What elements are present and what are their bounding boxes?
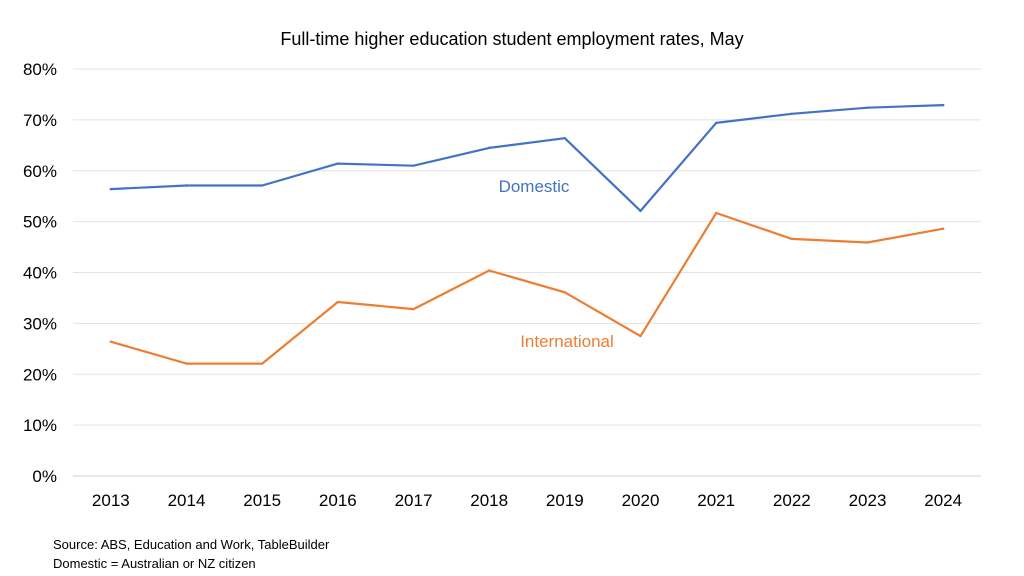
data-point-international: [412, 307, 415, 311]
chart-title: Full-time higher education student emplo…: [280, 29, 743, 49]
series-line-international: [109, 211, 945, 365]
series-line-domestic: [109, 103, 945, 212]
x-tick-label: 2021: [697, 491, 735, 510]
x-tick-label: 2013: [92, 491, 130, 510]
series-label-international: International: [520, 332, 614, 351]
data-point-domestic: [336, 162, 340, 165]
data-point-international: [563, 291, 567, 294]
x-tick-label: 2014: [168, 491, 206, 510]
y-tick-label: 50%: [23, 213, 57, 232]
data-point-domestic: [412, 164, 415, 167]
y-tick-label: 40%: [23, 264, 57, 283]
data-point-domestic: [714, 121, 718, 125]
data-point-international: [941, 227, 945, 230]
y-tick-label: 30%: [23, 314, 57, 333]
data-point-international: [487, 269, 491, 272]
series-label-domestic: Domestic: [499, 177, 570, 196]
x-tick-label: 2019: [546, 491, 584, 510]
data-point-domestic: [487, 146, 491, 150]
data-point-domestic: [941, 103, 945, 107]
data-point-domestic: [866, 106, 869, 109]
definition-note: Domestic = Australian or NZ citizen: [53, 556, 256, 571]
x-tick-label: 2022: [773, 491, 811, 510]
data-point-international: [790, 237, 794, 241]
source-note: Source: ABS, Education and Work, TableBu…: [53, 537, 330, 552]
x-tick-label: 2023: [849, 491, 887, 510]
data-point-international: [639, 334, 642, 338]
data-point-international: [866, 241, 869, 244]
y-tick-label: 70%: [23, 111, 57, 130]
x-tick-label: 2018: [470, 491, 508, 510]
data-point-international: [260, 362, 264, 365]
y-tick-label: 80%: [23, 60, 57, 79]
y-tick-label: 0%: [32, 467, 57, 486]
data-point-international: [714, 211, 718, 215]
x-tick-label: 2020: [622, 491, 660, 510]
x-tick-label: 2017: [395, 491, 433, 510]
y-tick-label: 10%: [23, 416, 57, 435]
data-point-domestic: [260, 184, 264, 187]
x-tick-label: 2024: [924, 491, 962, 510]
x-tick-label: 2016: [319, 491, 357, 510]
data-point-domestic: [563, 136, 567, 140]
data-point-domestic: [639, 209, 642, 213]
data-point-domestic: [109, 187, 113, 191]
data-point-domestic: [185, 184, 188, 187]
y-tick-label: 20%: [23, 365, 57, 384]
x-tick-label: 2015: [243, 491, 281, 510]
y-tick-label: 60%: [23, 162, 57, 181]
data-point-international: [109, 340, 113, 343]
data-point-domestic: [790, 112, 794, 115]
data-point-international: [336, 300, 340, 304]
data-point-international: [185, 362, 188, 365]
